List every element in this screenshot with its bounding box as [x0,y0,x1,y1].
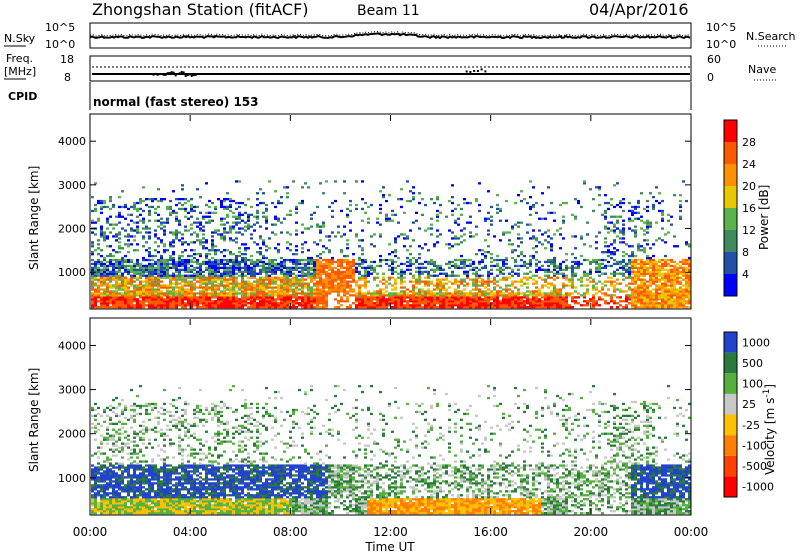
nsearch-tick-bottom: 10^0 [706,38,736,51]
velocity-colorbar-label-sup: -1 [762,389,772,398]
x-axis-label: Time UT [364,540,415,554]
freq-unit-label: [MHz] [4,65,36,78]
cpid-label: CPID [8,90,37,103]
nsky-panel-frame [89,22,692,49]
power-colorbar-label: Power [dB] [757,185,771,250]
svg-text:28: 28 [742,136,756,149]
svg-text:24: 24 [742,158,756,171]
svg-text:8: 8 [742,246,749,259]
power-heatmap-cells [91,180,691,309]
power-y-axis: 4000 3000 2000 1000 [58,135,691,279]
freq-panel-frame [89,55,692,82]
svg-text:16: 16 [742,202,756,215]
velocity-colorbar-label-main: Velocity [m s [763,398,777,475]
nave-label: Nave [748,63,776,76]
freq-tick-bottom: 8 [64,71,71,84]
svg-text:12: 12 [742,224,756,237]
freq-tick-top: 18 [60,53,74,66]
velocity-colorbar-label-end: ] [763,384,777,389]
velocity-panel-frame [89,317,692,516]
svg-text:3000: 3000 [58,179,86,192]
nsky-trace [89,32,691,40]
nave-tick-bottom: 0 [707,71,714,84]
svg-text:4: 4 [742,268,749,281]
velocity-heatmap-cells [91,385,691,515]
svg-text:20: 20 [742,180,756,193]
nsky-tick-top: 10^5 [45,21,75,34]
power-y-axis-label: Slant Range [km] [27,166,41,270]
svg-text:1000: 1000 [58,266,86,279]
date-label: 04/Apr/2016 [589,0,689,19]
nave-tick-top: 60 [707,53,721,66]
beam-label: Beam 11 [357,3,420,19]
nsearch-tick-top: 10^5 [706,21,736,34]
nsky-label: N.Sky [4,32,36,45]
freq-glitch-marks [152,68,487,77]
nsearch-label: N.Search [746,30,796,43]
freq-label: Freq. [6,52,33,65]
nsky-tick-bottom: 10^0 [45,38,75,51]
svg-text:2000: 2000 [58,223,86,236]
velocity-y-axis-label: Slant Range [km] [27,368,41,472]
power-colorbar: 28 24 20 16 12 8 4 [723,119,756,297]
station-title: Zhongshan Station (fitACF) [92,0,309,19]
cpid-value: normal (fast stereo) 153 [93,95,259,109]
svg-text:4000: 4000 [58,135,86,148]
velocity-colorbar-label: Velocity [m s-1] [762,384,777,475]
time-x-axis: 00:00 04:00 08:00 12:00 16:00 20:00 00:00 [73,115,708,539]
